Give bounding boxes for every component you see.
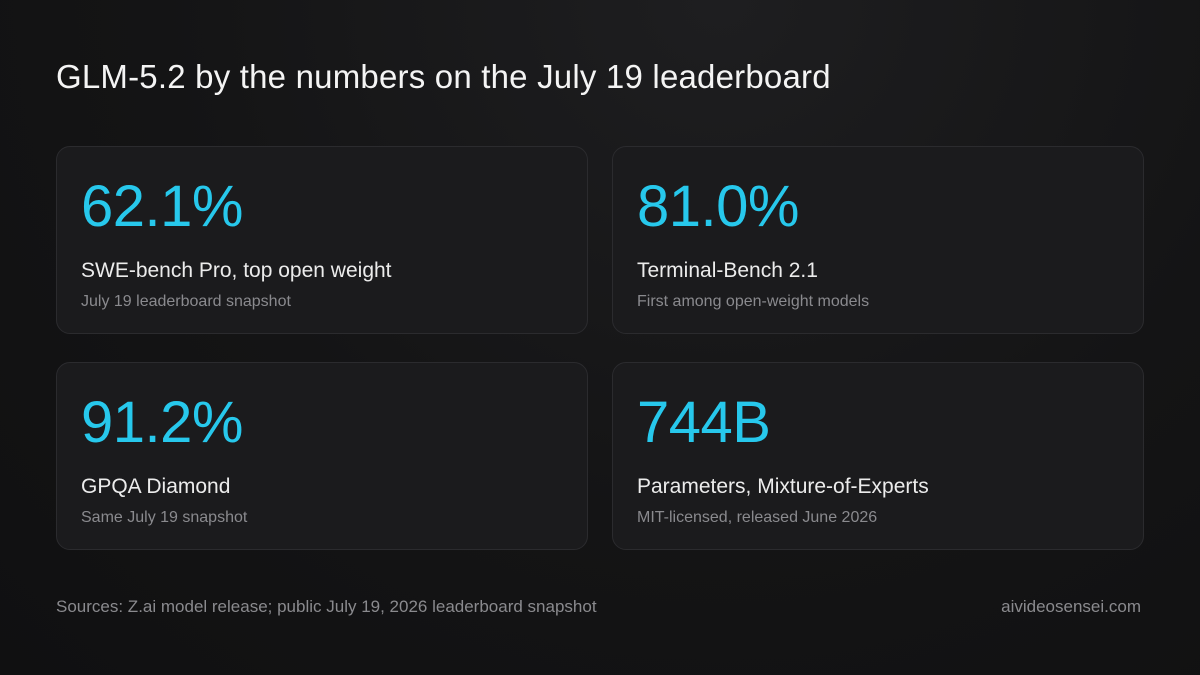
footer-site-credit: aivideosensei.com xyxy=(1001,597,1141,616)
stat-card-gpqa: 91.2% GPQA Diamond Same July 19 snapshot xyxy=(56,362,588,550)
stat-note: MIT-licensed, released June 2026 xyxy=(637,509,878,526)
stat-card-swe-bench: 62.1% SWE-bench Pro, top open weight Jul… xyxy=(56,146,588,334)
stat-value: 81.0% xyxy=(637,174,799,239)
stat-note: First among open-weight models xyxy=(637,293,870,310)
stat-label: Parameters, Mixture-of-Experts xyxy=(637,475,929,498)
stat-value: 91.2% xyxy=(81,390,243,455)
stat-note: Same July 19 snapshot xyxy=(81,509,248,526)
stat-label: GPQA Diamond xyxy=(81,475,231,498)
stats-grid: 62.1% SWE-bench Pro, top open weight Jul… xyxy=(56,146,1144,550)
stat-label: Terminal-Bench 2.1 xyxy=(637,259,818,282)
stat-value: 744B xyxy=(637,390,771,455)
stat-card-terminal-bench: 81.0% Terminal-Bench 2.1 First among ope… xyxy=(612,146,1144,334)
stat-value: 62.1% xyxy=(81,174,243,239)
stat-card-parameters: 744B Parameters, Mixture-of-Experts MIT-… xyxy=(612,362,1144,550)
footer-sources: Sources: Z.ai model release; public July… xyxy=(56,597,597,616)
page-title: GLM-5.2 by the numbers on the July 19 le… xyxy=(56,58,831,95)
stat-label: SWE-bench Pro, top open weight xyxy=(81,259,392,282)
stat-note: July 19 leaderboard snapshot xyxy=(81,293,291,310)
